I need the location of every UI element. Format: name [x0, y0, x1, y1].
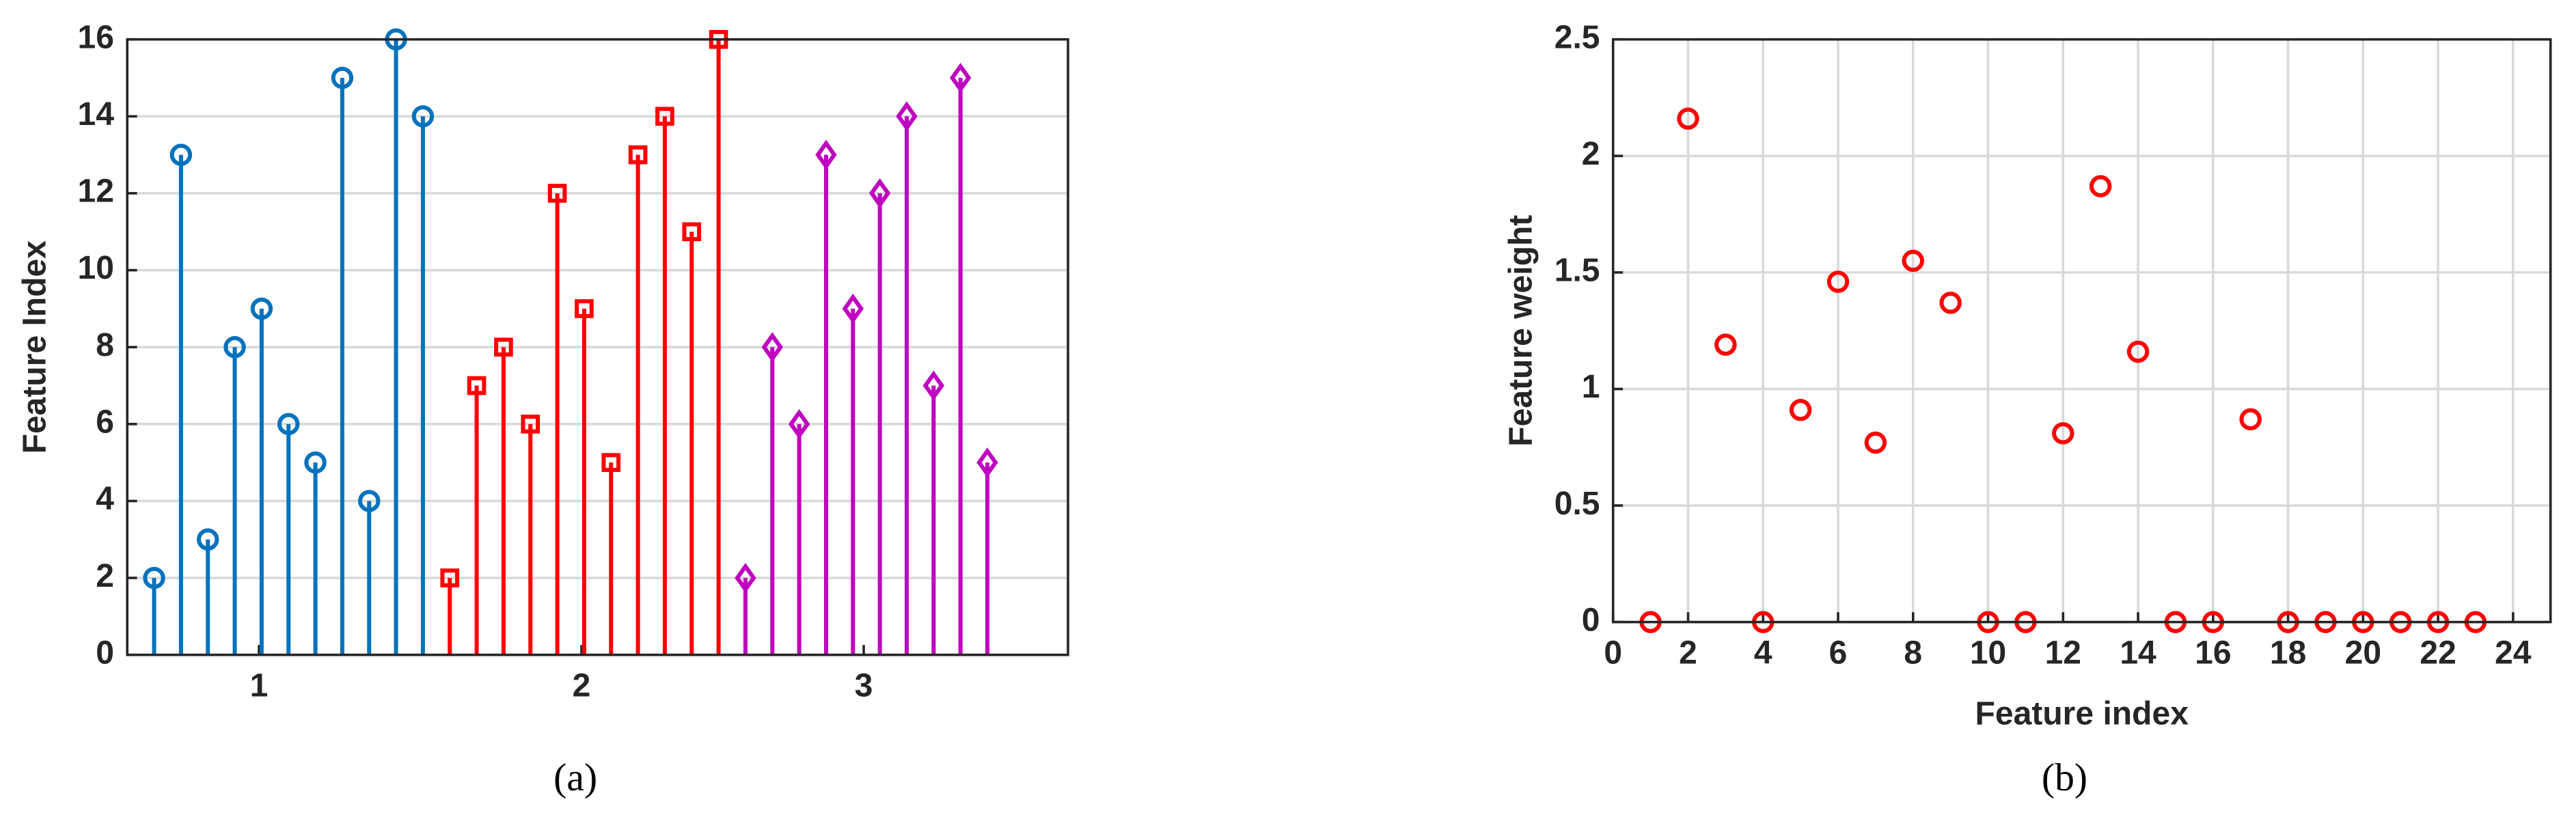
y-tick-label: 10: [78, 250, 114, 286]
x-tick-label: 24: [2495, 635, 2532, 671]
marker: [1864, 431, 1887, 454]
marker: [358, 490, 381, 512]
marker: [494, 337, 513, 357]
axes-box: [1611, 38, 2552, 624]
x-tick-label: 2: [1679, 635, 1697, 671]
marker: [250, 297, 273, 320]
marker: [682, 222, 702, 242]
y-axis-label: Feature Index: [17, 240, 53, 454]
marker: [197, 528, 219, 551]
marker: [1939, 292, 1962, 314]
caption: (b): [2042, 756, 2087, 799]
marker: [815, 139, 837, 170]
marker: [2052, 422, 2074, 445]
marker: [868, 178, 891, 208]
y-tick-label: 0.5: [1554, 486, 1600, 522]
marker: [735, 563, 756, 594]
marker: [1714, 333, 1737, 356]
marker: [2089, 175, 2112, 197]
plot-area: [1613, 39, 2551, 622]
x-tick-label: 4: [1754, 635, 1772, 671]
marker: [440, 568, 460, 587]
marker: [949, 62, 972, 93]
x-tick-label: 12: [2045, 635, 2081, 671]
marker: [761, 332, 784, 363]
marker: [842, 293, 864, 324]
x-axis-label: Feature index: [1975, 695, 2189, 732]
marker: [277, 413, 300, 436]
x-tick-label: 10: [1970, 635, 2006, 671]
y-tick-label: 16: [78, 19, 114, 55]
marker: [521, 415, 540, 434]
marker: [896, 101, 918, 132]
marker: [2126, 340, 2150, 363]
y-tick-label: 2.5: [1554, 19, 1600, 55]
y-tick-label: 2: [1582, 136, 1600, 172]
x-tick-label: 6: [1829, 635, 1848, 671]
x-tick-label: 8: [1904, 635, 1922, 671]
marker: [628, 145, 648, 165]
y-tick-label: 12: [78, 173, 114, 210]
y-tick-label: 4: [96, 481, 114, 517]
marker: [2239, 408, 2262, 431]
marker: [922, 370, 945, 401]
caption: (a): [553, 756, 597, 799]
marker: [575, 299, 594, 318]
marker: [304, 451, 327, 474]
x-tick-label: 3: [855, 667, 873, 704]
marker: [1902, 249, 1925, 273]
marker: [331, 66, 354, 89]
marker: [976, 447, 998, 478]
x-tick-label: 0: [1604, 635, 1622, 671]
axes-box: [126, 38, 1069, 656]
y-tick-label: 2: [96, 558, 114, 594]
marker: [467, 376, 487, 395]
marker: [169, 143, 193, 166]
x-tick-label: 16: [2195, 635, 2231, 671]
x-tick-label: 2: [573, 667, 591, 704]
marker: [411, 105, 435, 128]
marker: [601, 453, 621, 472]
y-tick-label: 14: [78, 96, 115, 133]
y-tick-label: 1: [1582, 369, 1600, 405]
x-tick-label: 14: [2120, 635, 2156, 671]
marker: [547, 184, 567, 203]
marker: [143, 566, 165, 589]
marker: [788, 408, 810, 439]
y-tick-label: 8: [96, 327, 114, 363]
marker: [1677, 107, 1699, 130]
marker: [223, 335, 246, 359]
y-tick-label: 6: [96, 404, 114, 441]
y-tick-label: 0: [96, 635, 114, 671]
x-tick-label: 20: [2345, 635, 2381, 671]
y-axis-label: Feature weight: [1503, 215, 1539, 447]
y-tick-label: 1.5: [1554, 253, 1600, 289]
marker: [1789, 398, 1812, 421]
x-tick-label: 18: [2270, 635, 2306, 671]
x-tick-label: 1: [250, 667, 269, 704]
marker: [655, 107, 674, 126]
x-tick-label: 22: [2420, 635, 2456, 671]
y-tick-label: 0: [1582, 602, 1600, 638]
marker: [1826, 270, 1850, 293]
